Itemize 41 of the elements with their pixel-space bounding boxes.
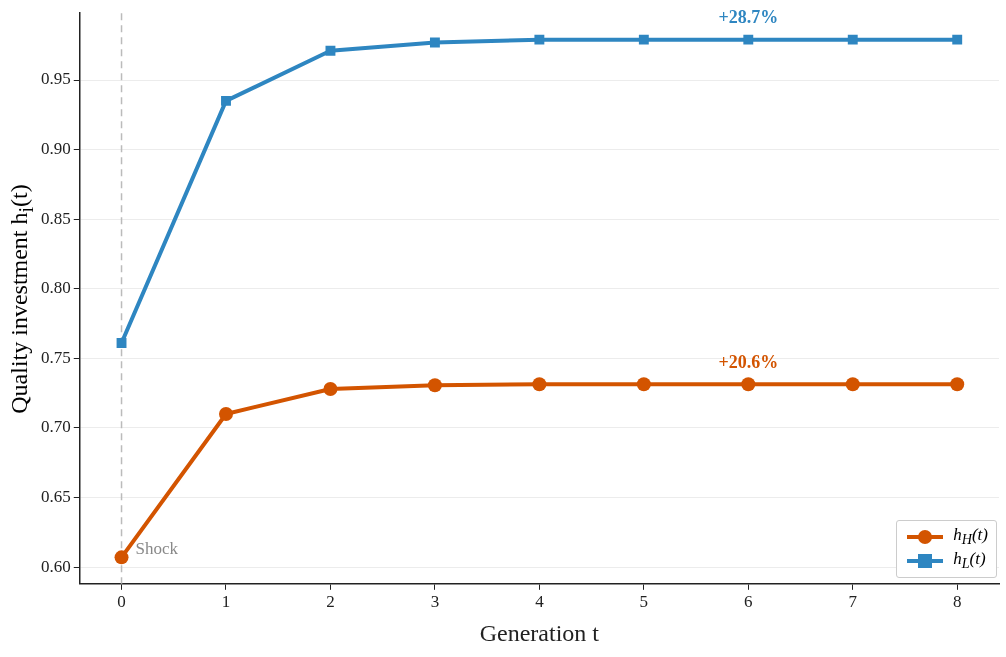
x-axis-title: Generation t <box>479 619 600 646</box>
point <box>218 407 233 422</box>
y-tick-label: 0.90 <box>41 139 71 159</box>
point <box>116 338 127 348</box>
annotation: +20.6% <box>718 351 779 372</box>
point <box>950 377 965 392</box>
y-tick-label: 0.60 <box>41 556 71 576</box>
x-tick-label: 6 <box>744 592 753 612</box>
point <box>741 377 756 392</box>
point <box>325 45 336 56</box>
point <box>534 34 545 45</box>
point <box>429 37 440 48</box>
x-tick-label: 7 <box>848 592 858 612</box>
point <box>845 377 860 392</box>
point <box>638 34 649 45</box>
point <box>114 550 129 565</box>
point <box>636 377 651 392</box>
x-tick-label: 0 <box>117 592 126 612</box>
x-tick-label: 2 <box>326 592 335 612</box>
ref-line-label: Shock <box>135 538 179 558</box>
x-tick-label: 3 <box>430 592 440 612</box>
point <box>221 95 231 106</box>
x-tick-label: 1 <box>221 592 231 612</box>
x-tick-label: 8 <box>952 592 962 612</box>
point <box>847 34 858 45</box>
legend-label: h$_{L}$(t) <box>953 549 986 573</box>
y-tick-label: 0.80 <box>41 278 71 298</box>
point <box>952 34 963 45</box>
point <box>743 34 754 45</box>
x-tick-label: 4 <box>535 592 545 612</box>
y-tick-label: 0.75 <box>41 347 71 367</box>
x-tick-label: 5 <box>639 592 649 612</box>
y-tick-label: 0.65 <box>41 486 71 506</box>
y-tick-label: 0.85 <box>41 208 71 228</box>
point <box>427 378 442 393</box>
point <box>532 377 547 392</box>
point <box>323 381 338 396</box>
y-tick-label: 0.70 <box>41 417 71 437</box>
legend-label: h$_{H}$(t) <box>953 525 988 549</box>
y-tick-label: 0.95 <box>41 69 71 89</box>
annotation: +28.7% <box>718 7 779 28</box>
